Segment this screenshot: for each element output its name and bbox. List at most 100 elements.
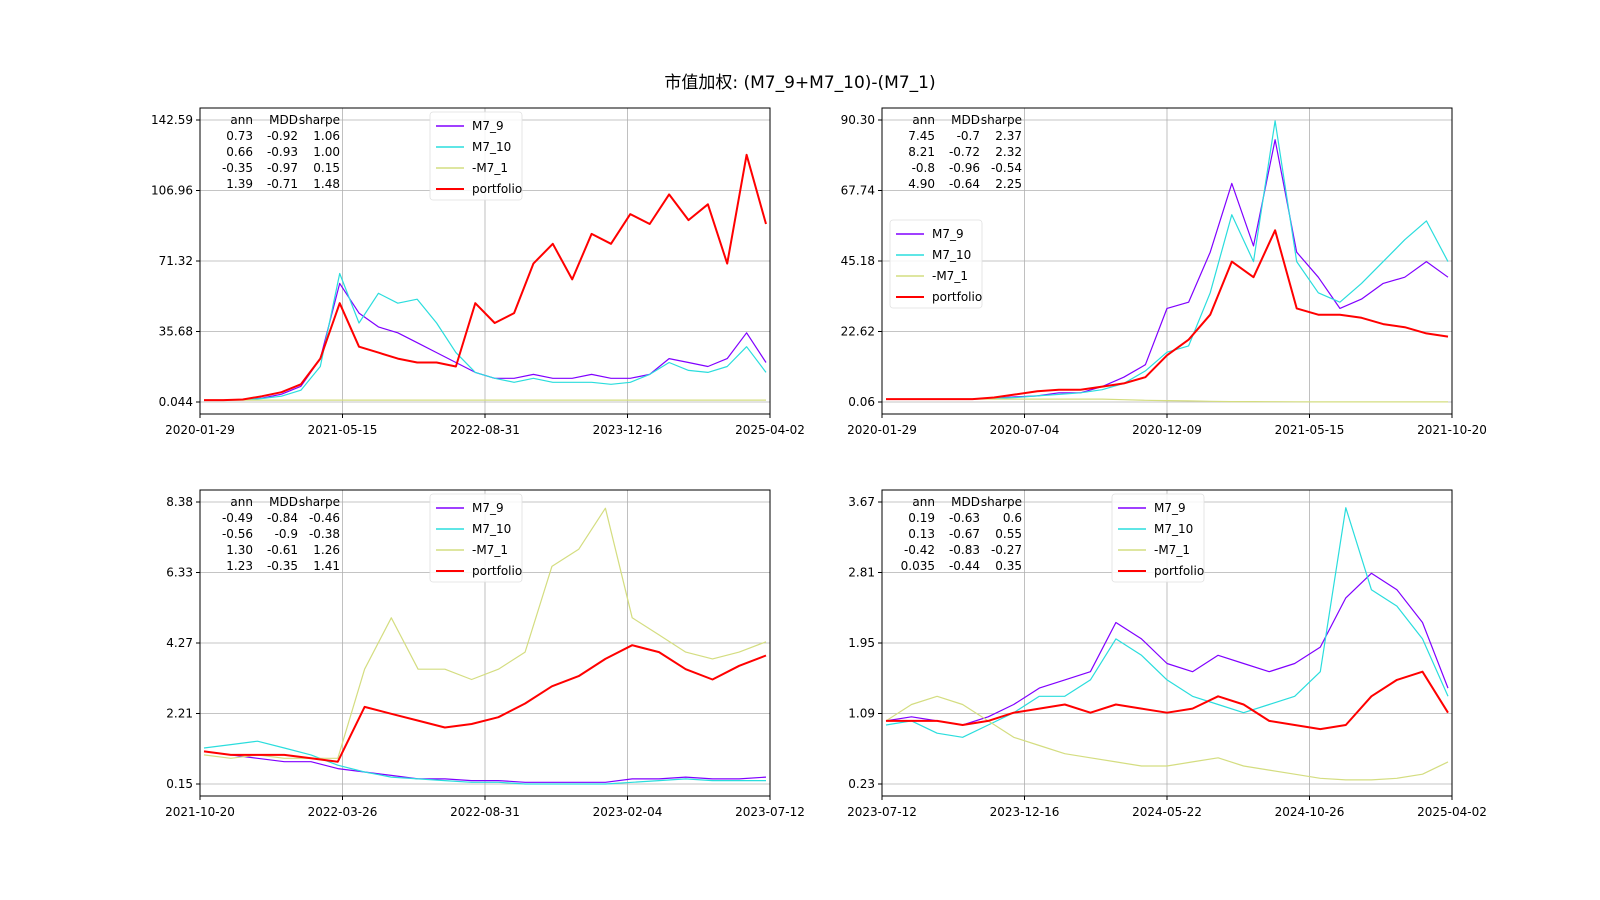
y-tick-label: 0.15 (166, 777, 193, 791)
stats-cell: -0.84 (267, 511, 298, 525)
legend-box (1111, 493, 1205, 583)
axes-frame (199, 489, 771, 797)
y-tick-label: 106.96 (151, 184, 193, 198)
stats-cell: 7.45 (908, 129, 935, 143)
stats-header-MDD: MDD (269, 113, 298, 127)
axes-frame (881, 489, 1453, 797)
stats-header-MDD: MDD (269, 495, 298, 509)
series-line-M7_9 (885, 572, 1449, 726)
legend-box (429, 493, 523, 583)
x-tick-label: 2021-10-20 (1417, 423, 1487, 437)
y-tick-label: 8.38 (166, 495, 193, 509)
stats-header-ann: ann (912, 495, 935, 509)
legend-label: M7_9 (472, 119, 504, 133)
stats-cell: 2.25 (995, 177, 1022, 191)
stats-header-ann: ann (230, 495, 253, 509)
chart-panel-bottom-right: 0.23 1.09 1.95 2.81 3.67 2023-07-12 2023-12-16… (847, 489, 1487, 819)
series-line-neg-M7_1 (203, 507, 767, 759)
y-tick-label: 71.32 (159, 254, 193, 268)
stats-cell: 0.13 (908, 527, 935, 541)
x-tick-label: 2021-10-20 (165, 805, 235, 819)
stats-cell: -0.27 (991, 543, 1022, 557)
stats-cell: -0.35 (267, 559, 298, 573)
stats-cell: 2.37 (995, 129, 1022, 143)
stats-cell: -0.38 (309, 527, 340, 541)
stats-cell: -0.97 (267, 161, 298, 175)
x-tick-label: 2022-08-31 (450, 805, 520, 819)
stats-cell: 1.48 (313, 177, 340, 191)
legend-label: M7_10 (1154, 522, 1193, 536)
stats-cell: 1.23 (226, 559, 253, 573)
stats-cell: 1.06 (313, 129, 340, 143)
legend-label: M7_10 (472, 140, 511, 154)
x-tick-label: 2024-10-26 (1275, 805, 1345, 819)
series-line-neg-M7_1 (885, 695, 1449, 781)
y-tick-label: 1.95 (848, 636, 875, 650)
stats-cell: 0.73 (226, 129, 253, 143)
stats-cell: -0.63 (949, 511, 980, 525)
stats-cell: -0.56 (222, 527, 253, 541)
legend-label: portfolio (472, 564, 522, 578)
stats-cell: 0.15 (313, 161, 340, 175)
stats-cell: 2.32 (995, 145, 1022, 159)
stats-header-ann: ann (230, 113, 253, 127)
stats-cell: -0.93 (267, 145, 298, 159)
series-line-M7_10 (203, 740, 766, 785)
legend-label: M7_9 (1154, 501, 1186, 515)
x-tick-label: 2025-04-02 (735, 423, 805, 437)
figure-title: 市值加权: (M7_9+M7_10)-(M7_1) (664, 73, 936, 93)
x-tick-label: 2022-03-26 (308, 805, 378, 819)
y-tick-label: 4.27 (166, 636, 193, 650)
y-tick-label: 67.74 (841, 184, 875, 198)
legend-box (889, 219, 983, 309)
stats-cell: -0.61 (267, 543, 298, 557)
stats-cell: 0.35 (995, 559, 1022, 573)
stats-cell: -0.49 (222, 511, 253, 525)
legend-label: M7_9 (932, 227, 964, 241)
series-line-portfolio (886, 670, 1449, 731)
legend-label: -M7_1 (1154, 543, 1190, 557)
series-line-M7_10 (885, 507, 1449, 738)
x-tick-label: 2023-07-12 (735, 805, 805, 819)
y-tick-label: 0.044 (159, 395, 193, 409)
x-tick-label: 2020-07-04 (990, 423, 1060, 437)
y-tick-label: 6.33 (166, 566, 193, 580)
y-tick-label: 3.67 (848, 495, 875, 509)
legend-box (429, 111, 523, 201)
x-tick-label: 2024-05-22 (1132, 805, 1202, 819)
y-tick-label: 90.30 (841, 113, 875, 127)
stats-cell: -0.9 (275, 527, 298, 541)
x-tick-label: 2025-04-02 (1417, 805, 1487, 819)
stats-cell: 1.41 (313, 559, 340, 573)
x-tick-label: 2022-08-31 (450, 423, 520, 437)
stats-header-MDD: MDD (951, 495, 980, 509)
x-tick-label: 2020-01-29 (165, 423, 235, 437)
x-tick-label: 2023-02-04 (593, 805, 663, 819)
y-tick-label: 142.59 (151, 113, 193, 127)
x-tick-label: 2020-12-09 (1132, 423, 1202, 437)
series-line-portfolio (886, 229, 1449, 401)
legend-label: portfolio (932, 290, 982, 304)
chart-panel-top-right: 0.06 22.62 45.18 67.74 90.30 2020-01-29 2020-0… (841, 107, 1487, 437)
legend-label: portfolio (472, 182, 522, 196)
stats-cell: -0.96 (949, 161, 980, 175)
x-tick-label: 2020-01-29 (847, 423, 917, 437)
stats-header-sharpe: sharpe (299, 495, 340, 509)
stats-cell: -0.54 (991, 161, 1022, 175)
stats-cell: 0.19 (908, 511, 935, 525)
series-line-portfolio (204, 153, 767, 402)
x-tick-label: 2021-05-15 (1275, 423, 1345, 437)
stats-header-sharpe: sharpe (981, 113, 1022, 127)
stats-header-ann: ann (912, 113, 935, 127)
legend-label: -M7_1 (472, 543, 508, 557)
stats-cell: -0.72 (949, 145, 980, 159)
stats-cell: -0.92 (267, 129, 298, 143)
stats-cell: -0.44 (949, 559, 980, 573)
y-tick-label: 2.81 (848, 566, 875, 580)
stats-cell: 1.00 (313, 145, 340, 159)
stats-cell: -0.8 (912, 161, 935, 175)
stats-header-sharpe: sharpe (299, 113, 340, 127)
y-tick-label: 0.23 (848, 777, 875, 791)
stats-cell: -0.64 (949, 177, 980, 191)
